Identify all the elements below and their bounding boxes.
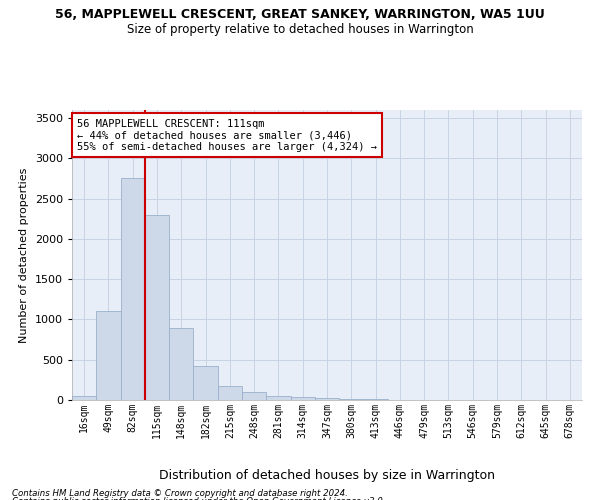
Bar <box>121 178 145 400</box>
Text: Contains HM Land Registry data © Crown copyright and database right 2024.: Contains HM Land Registry data © Crown c… <box>12 489 348 498</box>
Bar <box>315 398 339 400</box>
Bar <box>242 392 266 400</box>
Bar <box>266 396 290 400</box>
Bar <box>290 397 315 400</box>
Y-axis label: Number of detached properties: Number of detached properties <box>19 168 29 342</box>
Text: Distribution of detached houses by size in Warrington: Distribution of detached houses by size … <box>159 470 495 482</box>
Text: Contains public sector information licensed under the Open Government Licence v3: Contains public sector information licen… <box>12 496 386 500</box>
Bar <box>339 399 364 400</box>
Bar <box>193 366 218 400</box>
Text: 56 MAPPLEWELL CRESCENT: 111sqm
← 44% of detached houses are smaller (3,446)
55% : 56 MAPPLEWELL CRESCENT: 111sqm ← 44% of … <box>77 118 377 152</box>
Bar <box>96 312 121 400</box>
Bar <box>72 396 96 400</box>
Bar <box>218 386 242 400</box>
Text: 56, MAPPLEWELL CRESCENT, GREAT SANKEY, WARRINGTON, WA5 1UU: 56, MAPPLEWELL CRESCENT, GREAT SANKEY, W… <box>55 8 545 20</box>
Bar <box>145 214 169 400</box>
Bar <box>169 328 193 400</box>
Text: Size of property relative to detached houses in Warrington: Size of property relative to detached ho… <box>127 22 473 36</box>
